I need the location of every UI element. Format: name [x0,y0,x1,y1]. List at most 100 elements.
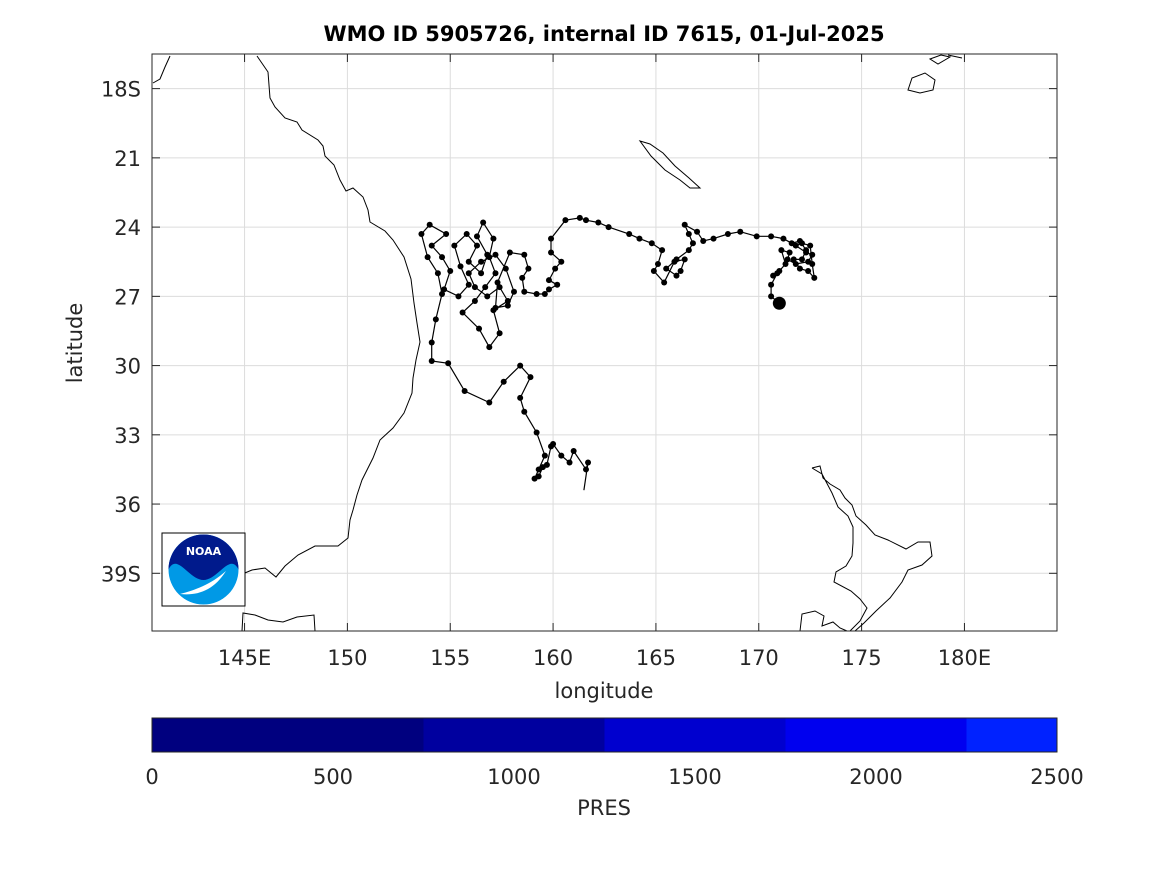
track-point [506,249,513,256]
track-point [535,466,542,473]
track-point [782,261,789,268]
south-nz-coast [799,610,848,632]
track-point [566,459,573,466]
track-point [478,270,485,277]
colorbar-tick-label: 500 [313,765,353,789]
track-point [455,293,462,300]
coastlines [152,54,963,632]
y-tick-label: 39S [101,562,141,586]
track-point [778,247,785,254]
track-point [471,284,478,291]
track-point [807,242,814,249]
track-point [784,256,791,263]
track-point [533,291,540,298]
x-tick-labels: 145E 150 155 160 165 170 175 180E [218,646,991,670]
track-point [517,394,524,401]
new-caledonia-coast [638,140,702,189]
x-tick-label: 180E [938,646,991,670]
track-point [519,274,526,281]
track-point [786,249,793,256]
track-point [673,256,680,263]
track-point [737,228,744,235]
track-point [428,339,435,346]
y-axis-label: latitude [63,303,87,384]
track-point [502,265,509,272]
track-point [434,270,441,277]
logo-gull-icon [180,571,226,595]
north-nz-coast [811,465,933,632]
track-point [582,217,589,224]
track-point [486,254,493,261]
map-axes: NOAA [151,53,1058,632]
track-point [570,447,577,454]
track-point [476,325,483,332]
track-point [685,247,692,254]
noaa-logo: NOAA [161,532,246,607]
track-point [451,242,458,249]
y-tick-label: 36 [114,493,141,517]
logo-text: NOAA [186,545,222,558]
track-point [659,247,666,254]
track-point [521,408,528,415]
track-point [796,265,803,272]
colorbar-segment [966,718,1057,752]
x-tick-label: 160 [533,646,573,670]
track-point [504,297,511,304]
track-point [480,219,487,226]
track-point [531,475,538,482]
track-point [457,263,464,270]
track-point [525,265,532,272]
australia-coast [152,55,421,578]
track-point [432,316,439,323]
track-point [439,254,446,261]
track-point [710,235,717,242]
track-point [486,399,493,406]
track-point [805,267,812,274]
track-point [439,291,446,298]
track-point [424,254,431,261]
track-point [576,214,583,221]
track-point [465,281,472,288]
colorbar: 0 500 1000 1500 2000 2500 PRES [145,717,1084,820]
track-point [492,270,499,277]
track-point [426,221,433,228]
track-point [753,233,760,240]
logo-top-half [168,534,239,580]
track-point [790,256,797,263]
y-tick-label: 30 [114,355,141,379]
track-point [805,258,812,265]
colorbar-segments [152,718,1057,752]
track-point [724,231,731,238]
track-point [792,242,799,249]
colorbar-tick-label: 1000 [487,765,540,789]
x-tick-label: 165 [636,646,676,670]
track-point [418,231,425,238]
track-point [694,228,701,235]
track-point [681,256,688,263]
track-point [558,258,565,265]
track-point [521,288,528,295]
track-point [445,360,452,367]
track-point [541,452,548,459]
track-point [482,284,489,291]
track-point [447,267,454,274]
track-point [774,270,781,277]
track-point [459,309,466,316]
chart-title: WMO ID 5905726, internal ID 7615, 01-Jul… [323,22,884,46]
track-point [768,233,775,240]
track-point [595,219,602,226]
colorbar-segment [785,718,967,752]
track-point [677,267,684,274]
track-point [650,267,657,274]
track-point [545,277,552,284]
track-point [492,251,499,258]
track-point [548,443,555,450]
track-point [463,231,470,238]
track-point [527,374,534,381]
colorbar-tick-labels: 0 500 1000 1500 2000 2500 [145,765,1083,789]
track-point [768,281,775,288]
y-tick-label: 18S [101,78,141,102]
track-point [428,242,435,249]
track-point [533,429,540,436]
colorbar-segment [423,718,605,752]
